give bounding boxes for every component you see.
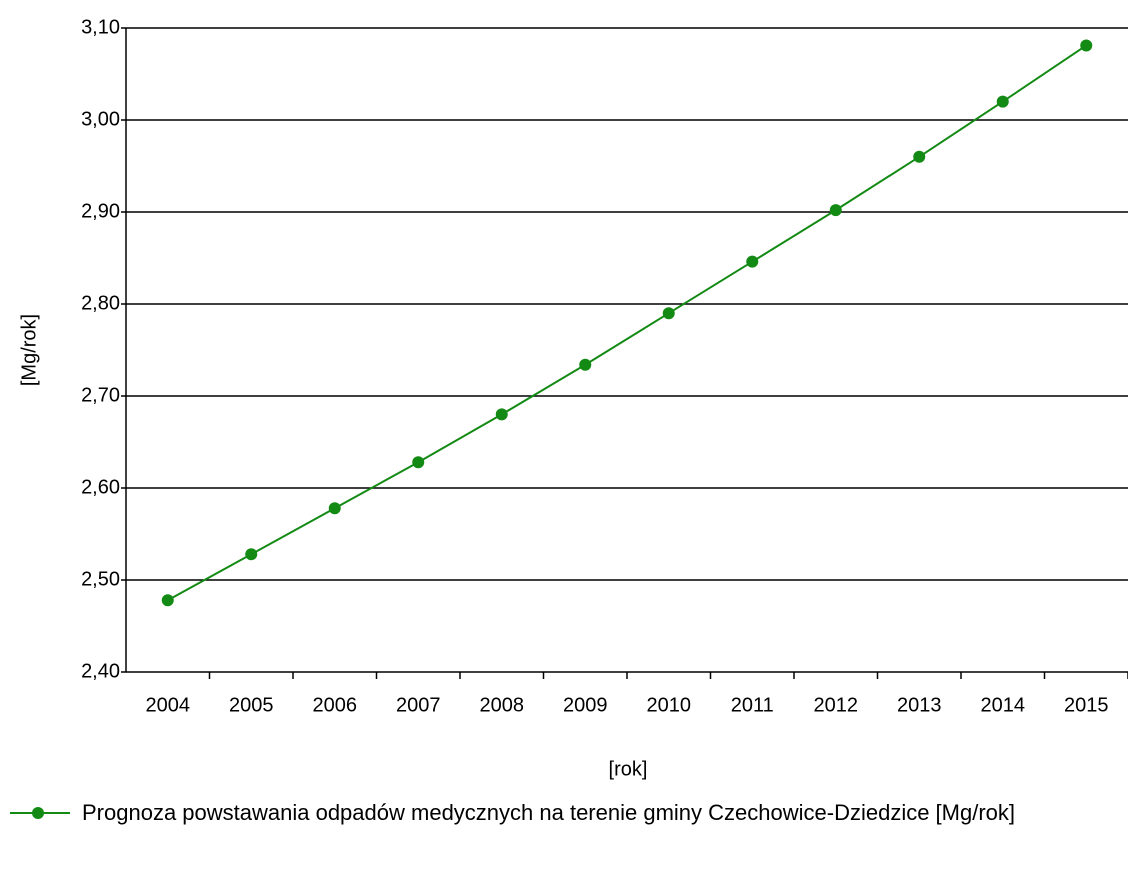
y-tick-label: 2,50 [81, 568, 120, 590]
y-tick-label: 2,70 [81, 384, 120, 406]
y-tick-label: 2,90 [81, 200, 120, 222]
x-tick-label: 2011 [731, 694, 774, 716]
x-tick-label: 2010 [647, 694, 692, 716]
x-tick-label: 2009 [563, 694, 608, 716]
y-tick-label: 3,00 [81, 108, 120, 130]
data-point [579, 358, 592, 371]
y-axis-label: [Mg/rok] [18, 314, 40, 386]
data-point [913, 150, 926, 163]
x-tick-label: 2014 [981, 694, 1026, 716]
x-tick-label: 2015 [1064, 694, 1109, 716]
data-point [328, 502, 341, 515]
x-tick-label: 2013 [897, 694, 942, 716]
x-tick-label: 2005 [229, 694, 274, 716]
data-point [161, 594, 174, 607]
x-axis-label: [rok] [609, 758, 648, 780]
data-point [1080, 39, 1093, 52]
y-tick-label: 2,80 [81, 292, 120, 314]
x-tick-label: 2008 [480, 694, 525, 716]
series-line [167, 44, 1087, 602]
x-tick-label: 2007 [396, 694, 441, 716]
data-point [495, 408, 508, 421]
x-tick-label: 2004 [146, 694, 191, 716]
legend-label: Prognoza powstawania odpadów medycznych … [82, 800, 1016, 825]
y-tick-label: 2,40 [81, 660, 120, 682]
data-point [996, 95, 1009, 108]
data-point [662, 307, 675, 320]
y-tick-label: 3,10 [81, 16, 120, 38]
x-tick-label: 2006 [313, 694, 358, 716]
data-point [829, 204, 842, 217]
x-tick-label: 2012 [814, 694, 859, 716]
legend-marker [32, 807, 44, 819]
data-point [746, 255, 759, 268]
data-point [412, 456, 425, 469]
y-tick-label: 2,60 [81, 476, 120, 498]
data-point [245, 548, 258, 561]
